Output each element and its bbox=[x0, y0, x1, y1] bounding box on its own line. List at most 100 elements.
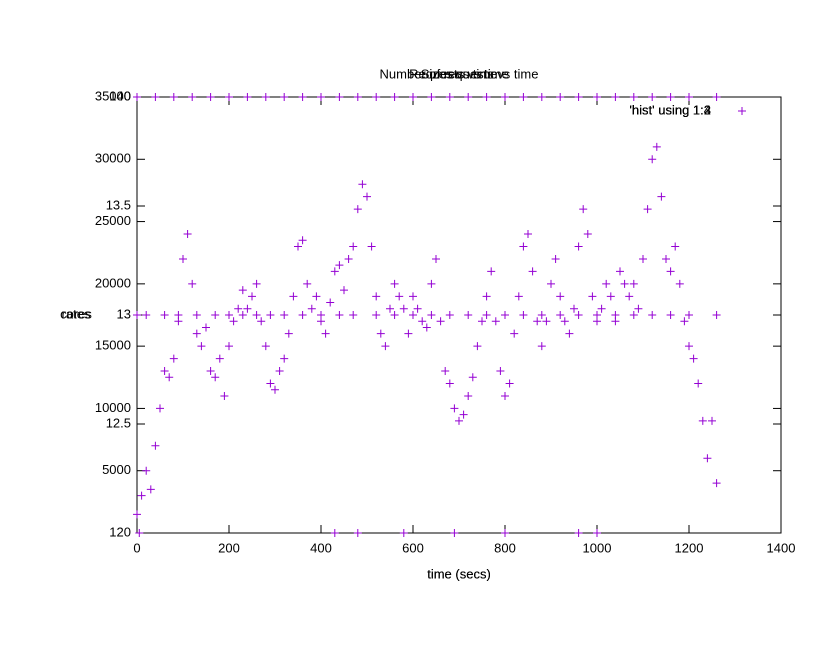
point bbox=[142, 466, 151, 475]
point bbox=[445, 379, 454, 388]
point bbox=[611, 93, 620, 101]
point bbox=[137, 491, 146, 500]
point bbox=[142, 311, 151, 319]
point bbox=[510, 329, 519, 338]
point bbox=[537, 93, 546, 101]
point bbox=[450, 404, 459, 413]
point bbox=[280, 93, 289, 101]
point bbox=[685, 342, 693, 351]
point bbox=[317, 93, 325, 101]
point bbox=[698, 416, 707, 425]
point bbox=[666, 311, 675, 319]
point bbox=[501, 93, 509, 101]
x-tick-label: 200 bbox=[218, 540, 240, 555]
point bbox=[629, 279, 638, 288]
point bbox=[261, 342, 270, 351]
point bbox=[712, 311, 721, 319]
point bbox=[344, 254, 353, 263]
point bbox=[330, 267, 339, 276]
point bbox=[514, 292, 523, 301]
point bbox=[248, 292, 256, 301]
y-tick-label: 15000 bbox=[95, 338, 131, 353]
point bbox=[280, 354, 289, 363]
point bbox=[335, 311, 344, 319]
point bbox=[252, 279, 261, 288]
legend-label: 'hist' using 1:2 bbox=[629, 102, 711, 117]
legend-label: 'hist' using 1:4 bbox=[629, 102, 711, 117]
y-tick-label: 5000 bbox=[102, 462, 131, 477]
point bbox=[376, 329, 385, 338]
point bbox=[211, 311, 220, 319]
point bbox=[482, 311, 491, 319]
y-tick-label: 35000 bbox=[95, 88, 131, 103]
point bbox=[694, 379, 703, 388]
point bbox=[519, 93, 528, 101]
point bbox=[399, 304, 408, 313]
x-tick-label: 1400 bbox=[767, 540, 796, 555]
point bbox=[202, 323, 210, 332]
x-tick-label: 1000 bbox=[583, 540, 612, 555]
point bbox=[280, 311, 289, 319]
point bbox=[593, 529, 601, 537]
point bbox=[165, 373, 174, 382]
point bbox=[418, 317, 427, 326]
point bbox=[432, 254, 440, 263]
point bbox=[321, 329, 330, 338]
point bbox=[464, 311, 473, 319]
point bbox=[409, 311, 417, 319]
point bbox=[197, 342, 206, 351]
point bbox=[533, 317, 542, 326]
point bbox=[413, 304, 422, 313]
point bbox=[464, 391, 473, 400]
point bbox=[225, 311, 233, 319]
point bbox=[238, 311, 247, 319]
y-tick-label: 120 bbox=[109, 524, 131, 539]
y-tick-label: 30000 bbox=[95, 151, 131, 166]
point bbox=[349, 311, 358, 319]
point bbox=[294, 242, 302, 251]
point bbox=[372, 292, 381, 301]
point bbox=[634, 304, 643, 313]
point bbox=[537, 311, 546, 319]
point bbox=[441, 367, 450, 376]
point bbox=[133, 510, 141, 519]
point bbox=[312, 292, 321, 301]
chart-title: Requests vs time bbox=[409, 66, 509, 81]
point bbox=[671, 242, 680, 251]
point bbox=[133, 311, 141, 319]
point bbox=[565, 329, 574, 338]
point bbox=[225, 93, 233, 101]
point bbox=[542, 317, 551, 326]
point bbox=[422, 323, 431, 332]
point bbox=[289, 292, 298, 301]
point bbox=[390, 311, 399, 319]
point bbox=[271, 385, 279, 394]
point bbox=[556, 292, 565, 301]
point bbox=[390, 93, 399, 101]
point bbox=[188, 279, 197, 288]
point bbox=[574, 311, 583, 319]
x-tick-label: 0 bbox=[133, 540, 140, 555]
y-tick-label: 20000 bbox=[95, 275, 131, 290]
point bbox=[386, 304, 394, 313]
point bbox=[574, 93, 583, 101]
point bbox=[464, 93, 473, 101]
point bbox=[234, 304, 243, 313]
point bbox=[551, 254, 560, 263]
point bbox=[381, 342, 390, 351]
point bbox=[372, 93, 381, 101]
point bbox=[399, 529, 408, 537]
point bbox=[174, 311, 183, 319]
point bbox=[505, 379, 514, 388]
point bbox=[685, 93, 693, 101]
y-tick-label: 10000 bbox=[95, 400, 131, 415]
point bbox=[519, 311, 528, 319]
point bbox=[266, 311, 275, 319]
point bbox=[648, 311, 657, 319]
point bbox=[409, 292, 417, 301]
point bbox=[372, 311, 381, 319]
point bbox=[629, 93, 638, 101]
point bbox=[501, 391, 509, 400]
